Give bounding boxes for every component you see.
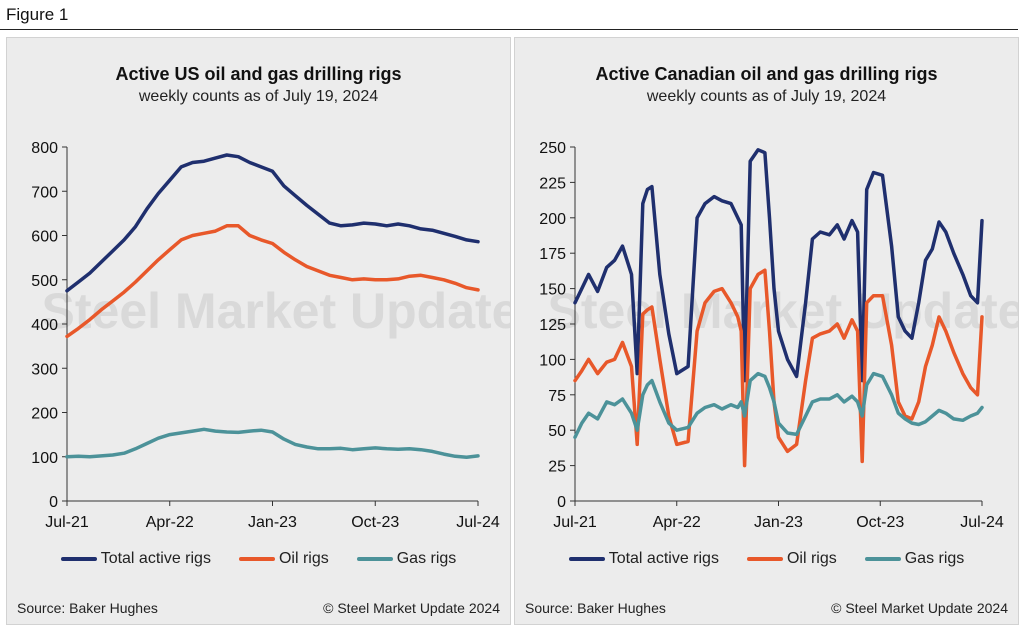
canada-y-tick-label: 0 xyxy=(557,494,566,511)
us-y-tick-label: 300 xyxy=(31,361,58,378)
us-y-tick-label: 800 xyxy=(31,140,58,157)
us-series-oil-rigs xyxy=(65,224,480,339)
us-chart-title: Active US oil and gas drilling rigs xyxy=(115,64,402,84)
us-series-total-active-rigs xyxy=(65,153,480,293)
figure-title: Figure 1 xyxy=(6,5,69,24)
legend-item-gas: Gas rigs xyxy=(356,550,457,568)
us-y-tick-label: 600 xyxy=(31,229,58,246)
us-x-tick-label: Oct-23 xyxy=(351,514,399,531)
us-x-tick-label: Jan-23 xyxy=(248,514,297,531)
legend-label-gas: Gas rigs xyxy=(904,550,965,567)
us-chart-svg: Steel Market Update 0 100 200 300 400 500 600 70… xyxy=(31,140,510,531)
legend-swatch-total xyxy=(60,557,97,561)
canada-y-tick-label: 100 xyxy=(539,352,566,369)
legend-label-total: Total active rigs xyxy=(100,550,211,567)
legend-item-oil: Oil rigs xyxy=(746,550,837,568)
canada-x-tick-label: Jul-21 xyxy=(553,514,597,531)
canada-chart-svg: Steel Market Update 0 25 50 75 100 125 150 175 20… xyxy=(539,140,1018,531)
legend-label-total: Total active rigs xyxy=(608,550,719,567)
us-y-tick-label: 200 xyxy=(31,406,58,423)
canada-series-gas-rigs xyxy=(573,371,984,440)
us-chart-subtitle: weekly counts as of July 19, 2024 xyxy=(138,88,379,105)
canada-chart-panel: Steel Market Update 0 25 50 75 100 125 150 175 20… xyxy=(514,37,1019,625)
legend-label-oil: Oil rigs xyxy=(786,550,837,567)
canada-y-tick-label: 225 xyxy=(539,175,566,192)
canada-chart-title: Active Canadian oil and gas drilling rig… xyxy=(595,64,938,84)
canada-copyright-note: © Steel Market Update 2024 xyxy=(831,600,1008,616)
us-y-tick-label: 500 xyxy=(31,273,58,290)
us-y-tick-label: 400 xyxy=(31,317,58,334)
canada-series-total-active-rigs xyxy=(573,148,984,383)
canada-y-tick-label: 25 xyxy=(548,459,566,476)
us-series-gas-rigs xyxy=(65,427,480,459)
legend-item-total: Total active rigs xyxy=(568,550,719,568)
canada-chart-legend: Total active rigs Oil rigs Gas rigs xyxy=(515,550,1018,568)
canada-y-tick-label: 150 xyxy=(539,282,566,299)
us-x-tick-label: Jul-21 xyxy=(45,514,89,531)
canada-watermark: Steel Market Update xyxy=(548,283,1018,339)
legend-swatch-total xyxy=(568,557,605,561)
legend-swatch-oil xyxy=(238,557,275,561)
us-copyright-note: © Steel Market Update 2024 xyxy=(323,600,500,616)
legend-swatch-gas xyxy=(356,557,393,561)
us-chart-panel: Steel Market Update 0 100 200 300 400 500 600 70… xyxy=(6,37,511,625)
figure-title-rule xyxy=(0,29,1018,30)
canada-x-tick-label: Apr-22 xyxy=(653,514,701,531)
canada-y-tick-label: 250 xyxy=(539,140,566,157)
canada-x-tick-label: Oct-23 xyxy=(856,514,904,531)
legend-item-oil: Oil rigs xyxy=(238,550,329,568)
us-source-note: Source: Baker Hughes xyxy=(17,600,158,616)
us-chart-legend: Total active rigs Oil rigs Gas rigs xyxy=(7,550,510,568)
us-x-tick-label: Jul-24 xyxy=(456,514,500,531)
legend-swatch-gas xyxy=(864,557,901,561)
legend-label-gas: Gas rigs xyxy=(396,550,457,567)
us-x-tick-label: Apr-22 xyxy=(146,514,194,531)
canada-source-note: Source: Baker Hughes xyxy=(525,600,666,616)
canada-y-tick-label: 50 xyxy=(548,423,566,440)
canada-x-tick-label: Jul-24 xyxy=(960,514,1004,531)
canada-y-tick-label: 200 xyxy=(539,211,566,228)
legend-item-gas: Gas rigs xyxy=(864,550,965,568)
us-y-tick-label: 700 xyxy=(31,184,58,201)
us-y-tick-label: 100 xyxy=(31,450,58,467)
legend-swatch-oil xyxy=(746,557,783,561)
canada-y-tick-label: 175 xyxy=(539,246,566,263)
us-y-tick-label: 0 xyxy=(49,494,58,511)
us-watermark: Steel Market Update xyxy=(42,283,510,339)
canada-y-tick-label: 125 xyxy=(539,317,566,334)
legend-label-oil: Oil rigs xyxy=(278,550,329,567)
canada-x-tick-label: Jan-23 xyxy=(754,514,803,531)
legend-item-total: Total active rigs xyxy=(60,550,211,568)
canada-chart-subtitle: weekly counts as of July 19, 2024 xyxy=(646,88,887,105)
canada-y-tick-label: 75 xyxy=(548,388,566,405)
